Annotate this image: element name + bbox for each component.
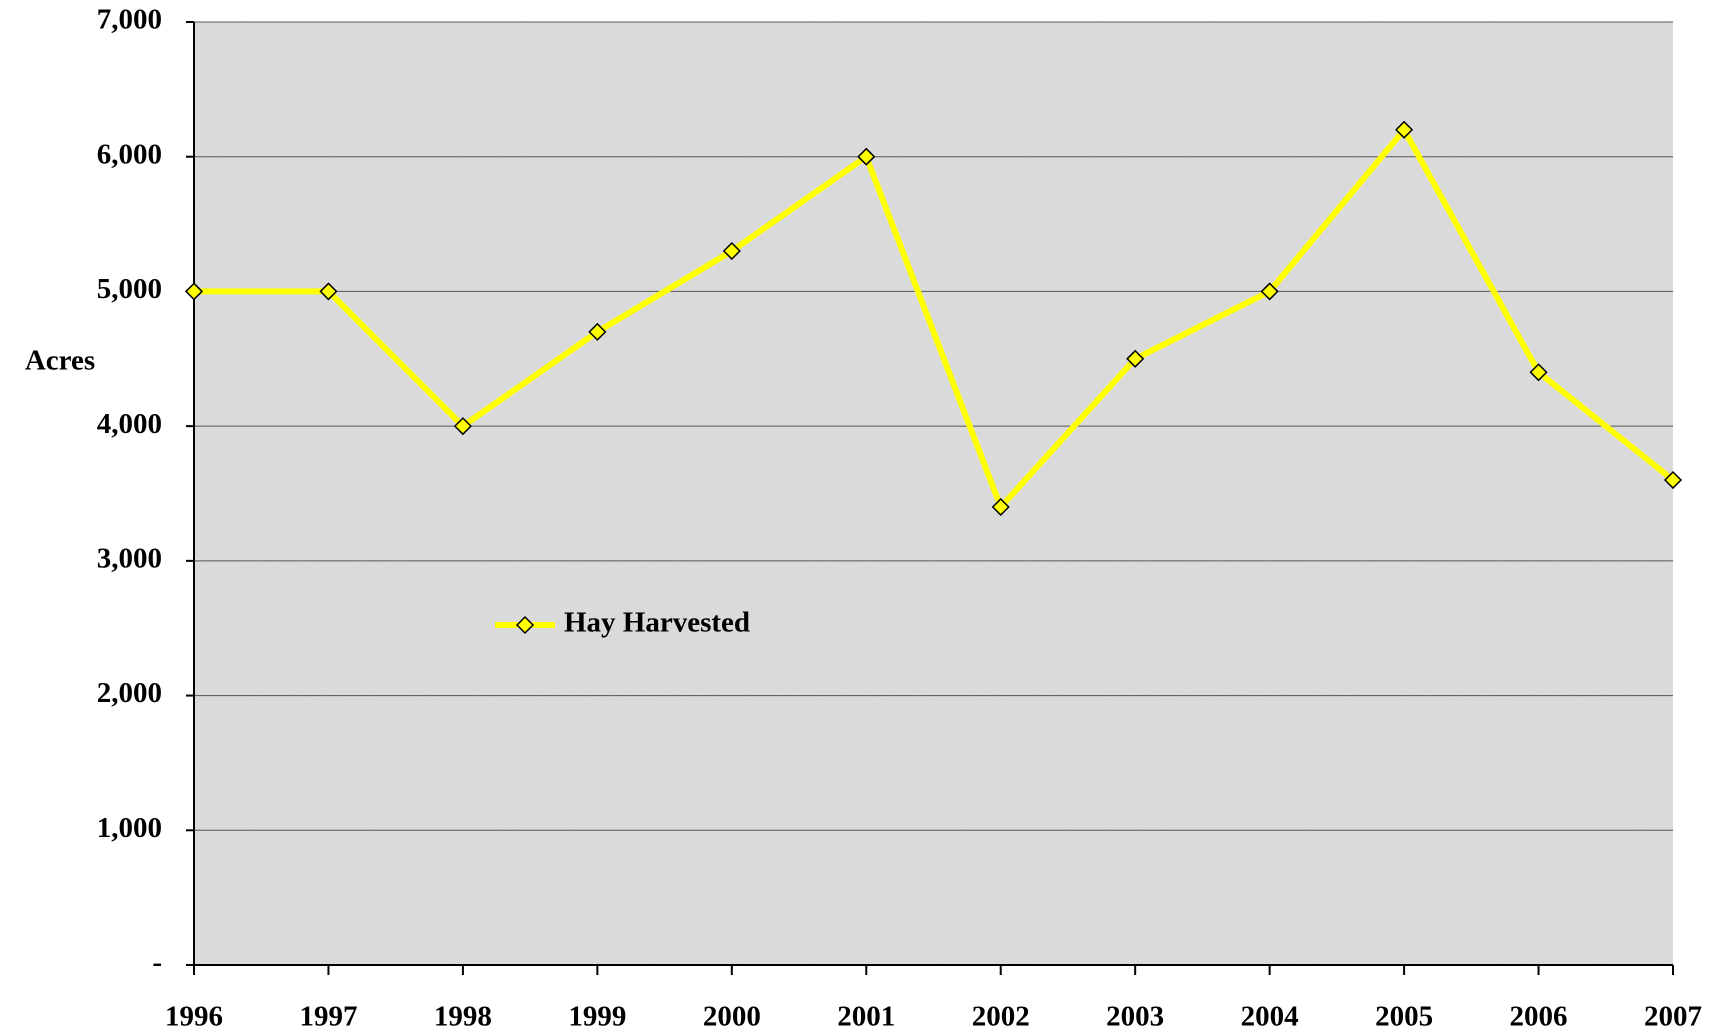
data-point — [991, 497, 1010, 517]
data-point — [184, 282, 204, 301]
y-tick-label: 3,000 — [97, 543, 162, 575]
y-tick-label: 6,000 — [97, 138, 162, 170]
y-tick-label: 7,000 — [97, 4, 162, 36]
data-point — [857, 147, 876, 166]
data-point — [588, 322, 607, 341]
x-tick-label: 1996 — [165, 1001, 223, 1033]
y-tick-label: 2,000 — [97, 677, 162, 709]
plot-texture — [194, 22, 1673, 965]
data-point — [1126, 349, 1145, 368]
data-point — [1663, 470, 1683, 490]
x-tick-label: 2006 — [1510, 1001, 1568, 1033]
x-tick-label: 1998 — [434, 1001, 492, 1033]
y-tick-label: 5,000 — [97, 273, 162, 305]
data-point — [1260, 282, 1279, 301]
x-tick-label: 2000 — [703, 1001, 761, 1033]
plot-area — [194, 22, 1673, 965]
x-tick-label: 2003 — [1106, 1001, 1164, 1033]
x-tick-label: 2002 — [972, 1001, 1030, 1033]
legend-label: Hay Harvested — [564, 607, 750, 639]
data-point — [1529, 363, 1548, 382]
legend-marker — [515, 615, 535, 635]
x-tick-label: 2001 — [837, 1001, 895, 1033]
data-point — [453, 417, 472, 436]
x-tick-label: 2005 — [1375, 1001, 1433, 1033]
data-line — [194, 126, 1675, 510]
y-tick-label: 1,000 — [97, 812, 162, 844]
x-tick-label: 2004 — [1241, 1001, 1299, 1033]
x-tick-label: 1999 — [568, 1001, 626, 1033]
x-tick-label: 1997 — [299, 1001, 357, 1033]
y-tick-label: - — [152, 947, 162, 979]
y-axis-label: Acres — [25, 345, 95, 377]
data-point — [722, 241, 741, 261]
data-point — [319, 282, 338, 301]
x-tick-label: 2007 — [1644, 1001, 1702, 1033]
data-point — [1395, 120, 1414, 139]
y-tick-label: 4,000 — [97, 408, 162, 440]
